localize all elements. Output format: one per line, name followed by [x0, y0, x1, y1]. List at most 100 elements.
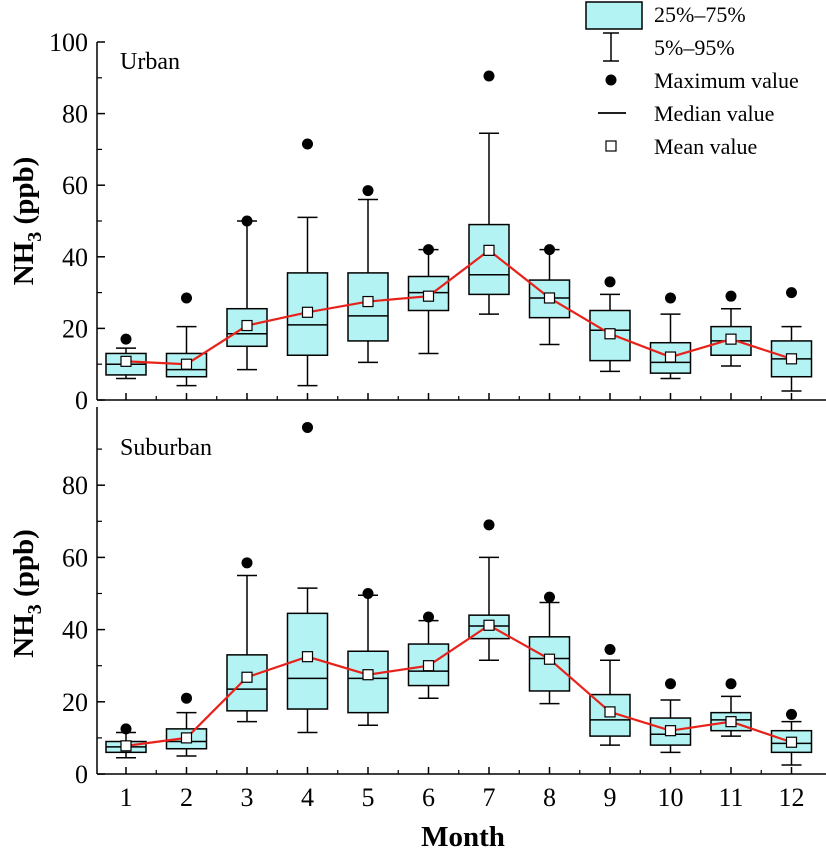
- y-tick-label: 20: [62, 314, 88, 343]
- max-value-dot: [120, 333, 132, 345]
- legend-label: Median value: [654, 101, 774, 126]
- box-month-8: [528, 591, 571, 705]
- legend-label: Maximum value: [654, 68, 799, 93]
- x-tick-label: 2: [180, 783, 193, 812]
- mean-value-marker: [241, 319, 253, 332]
- max-value-dot: [423, 244, 434, 256]
- max-value-dot: [483, 70, 495, 82]
- x-axis-title: Month: [421, 821, 505, 850]
- iqr-box: [347, 650, 389, 714]
- box-month-11: [710, 290, 752, 367]
- panel-label: Urban: [120, 49, 180, 75]
- legend-item: 5%–95%: [603, 32, 735, 62]
- x-tick-label: 4: [301, 783, 314, 812]
- mean-value-marker: [543, 653, 556, 665]
- y-axis-title: NH3 (ppb): [8, 157, 46, 285]
- box-month-12: [770, 287, 813, 392]
- box-month-5: [347, 185, 389, 364]
- mean-value-marker: [120, 740, 132, 752]
- x-tick-label: 6: [422, 783, 435, 812]
- x-tick-label: 9: [604, 783, 617, 812]
- max-value-dot: [604, 276, 616, 288]
- max-value-dot: [362, 185, 374, 197]
- y-tick-label: 60: [62, 171, 88, 200]
- mean-value-marker: [725, 716, 737, 728]
- mean-value-marker: [301, 651, 314, 663]
- max-value-dot: [604, 643, 616, 655]
- mean-value-marker: [301, 306, 314, 318]
- max-value-dot: [181, 292, 192, 304]
- max-value-dot: [725, 290, 737, 302]
- max-value-dot: [786, 287, 797, 299]
- x-tick-label: 11: [718, 783, 743, 812]
- max-value-dot: [423, 611, 434, 623]
- box-month-9: [589, 643, 631, 746]
- box-month-7: [468, 70, 510, 315]
- legend-item: Median value: [598, 101, 774, 126]
- x-tick-label: 7: [483, 783, 496, 812]
- box-month-7: [468, 519, 510, 662]
- max-value-dot: [786, 708, 797, 720]
- box-month-10: [649, 678, 692, 754]
- box-month-4: [286, 421, 329, 734]
- box-month-9: [589, 276, 631, 373]
- legend-label: 5%–95%: [654, 35, 735, 60]
- mean-value-marker: [120, 355, 132, 367]
- max-value-dot: [302, 138, 313, 150]
- y-tick-label: 40: [62, 243, 88, 272]
- mean-value-marker: [422, 660, 435, 672]
- mean-value-marker: [543, 292, 556, 304]
- mean-value-marker: [664, 725, 677, 737]
- max-value-dot: [241, 215, 253, 227]
- max-value-dot: [665, 292, 676, 304]
- legend-mean-square: [605, 140, 617, 152]
- y-tick-label: 100: [49, 28, 88, 57]
- max-value-dot: [483, 519, 495, 531]
- legend-item: Mean value: [605, 134, 757, 159]
- y-tick-label: 40: [62, 616, 88, 645]
- legend-max-dot: [605, 74, 617, 86]
- mean-value-marker: [785, 736, 798, 748]
- max-value-dot: [544, 591, 555, 603]
- max-value-dot: [665, 678, 676, 690]
- mean-value-marker: [483, 619, 495, 631]
- mean-value-marker: [604, 328, 616, 340]
- box-month-3: [226, 215, 268, 371]
- max-value-dot: [544, 244, 555, 256]
- x-tick-label: 1: [120, 783, 133, 812]
- urban-panel: 0 20 40 60 80 100 NH3 (ppb) Urban: [8, 28, 826, 415]
- box-month-2: [165, 292, 208, 387]
- mean-value-marker: [362, 295, 374, 308]
- y-tick-label: 0: [75, 760, 88, 789]
- box-month-5: [347, 588, 389, 727]
- mean-value-marker: [664, 351, 677, 363]
- mean-trend-line: [125, 248, 792, 366]
- box-month-6: [407, 611, 450, 699]
- max-value-dot: [725, 678, 737, 690]
- max-value-dot: [181, 692, 192, 704]
- legend-label: 25%–75%: [654, 2, 746, 27]
- y-tick-label: 0: [75, 386, 88, 415]
- max-value-dot: [241, 557, 253, 569]
- legend-item: Maximum value: [605, 68, 799, 93]
- y-tick-label: 80: [62, 471, 88, 500]
- x-tick-label: 3: [241, 783, 254, 812]
- mean-value-marker: [604, 706, 616, 718]
- box-month-3: [226, 557, 268, 723]
- x-tick-label: 10: [658, 783, 684, 812]
- y-axis-title: NH3 (ppb): [8, 529, 46, 657]
- legend-box-swatch: [585, 1, 643, 30]
- mean-value-marker: [725, 333, 737, 345]
- y-tick-label: 60: [62, 543, 88, 572]
- mean-trend-line: [125, 623, 792, 747]
- legend: 25%–75% 5%–95% Maximum value Median value Me…: [585, 1, 799, 159]
- mean-value-marker: [362, 669, 374, 681]
- box-month-4: [286, 138, 329, 387]
- y-tick-label: 20: [62, 688, 88, 717]
- mean-value-marker: [785, 353, 798, 365]
- box-month-10: [649, 292, 692, 380]
- mean-value-marker: [422, 290, 435, 302]
- legend-label: Mean value: [654, 134, 757, 159]
